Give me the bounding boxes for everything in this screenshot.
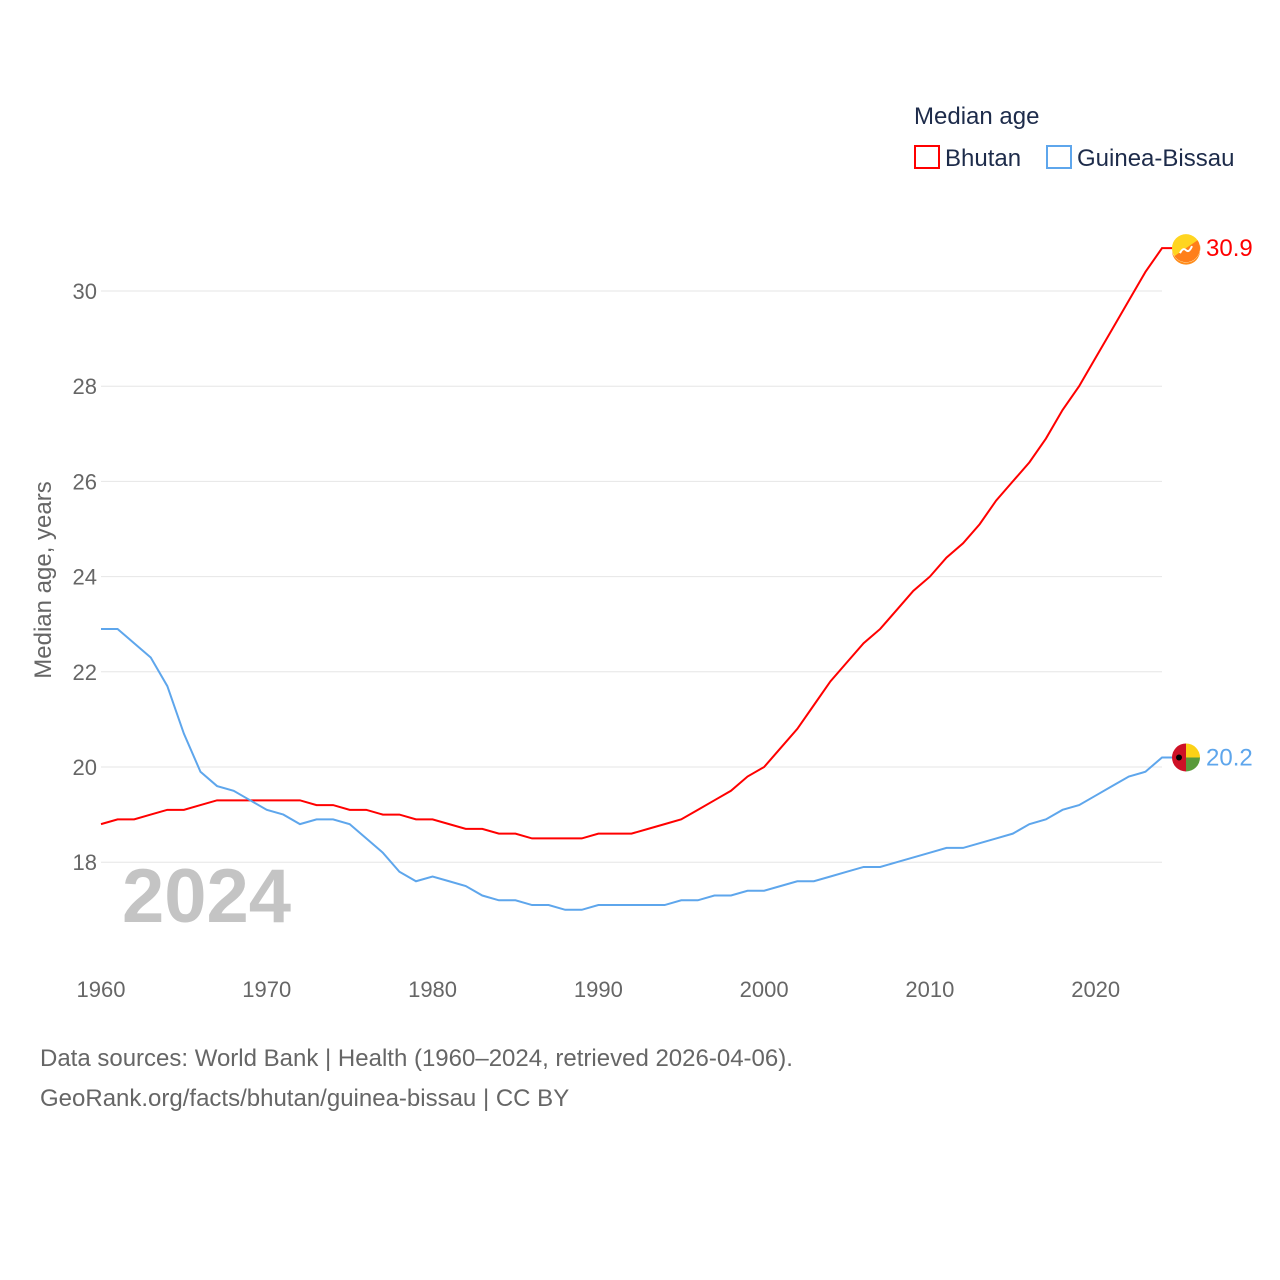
series-line-bhutan bbox=[100, 247, 1178, 840]
bhutan-flag-icon bbox=[1172, 234, 1201, 265]
y-tick-label: 22 bbox=[73, 660, 97, 685]
x-tick-label: 1980 bbox=[408, 977, 457, 1002]
year-watermark: 2024 bbox=[122, 854, 291, 939]
y-tick-label: 24 bbox=[73, 565, 97, 590]
x-tick-label: 1970 bbox=[242, 977, 291, 1002]
data-source-text: Data sources: World Bank | Health (1960–… bbox=[40, 1045, 793, 1072]
series-lines: 30.9 20.2 bbox=[100, 234, 1253, 911]
x-tick-label: 2000 bbox=[740, 977, 789, 1002]
grid bbox=[101, 290, 1162, 863]
legend-label-guinea-bissau[interactable]: Guinea-Bissau bbox=[1077, 145, 1234, 172]
attribution-link[interactable]: GeoRank.org/facts/bhutan/guinea-bissau |… bbox=[40, 1085, 570, 1112]
y-tick-label: 28 bbox=[73, 374, 97, 399]
y-tick-label: 26 bbox=[73, 469, 97, 494]
x-tick-label: 1960 bbox=[77, 977, 126, 1002]
y-tick-label: 20 bbox=[73, 755, 97, 780]
legend-swatch-guinea-bissau bbox=[1046, 145, 1072, 169]
x-tick-label: 2020 bbox=[1071, 977, 1120, 1002]
legend-title: Median age bbox=[914, 103, 1039, 130]
x-tick-label: 1990 bbox=[574, 977, 623, 1002]
y-tick-label: 18 bbox=[73, 850, 97, 875]
end-value-label: 20.2 bbox=[1206, 744, 1253, 771]
guinea-bissau-flag-icon bbox=[1172, 743, 1200, 772]
x-tick-label: 2010 bbox=[905, 977, 954, 1002]
legend-swatch-bhutan bbox=[914, 145, 940, 169]
legend-label-bhutan[interactable]: Bhutan bbox=[945, 145, 1021, 172]
y-axis: 18 20 22 24 26 28 30 bbox=[73, 279, 97, 875]
y-axis-label: Median age, years bbox=[30, 481, 57, 678]
end-value-label: 30.9 bbox=[1206, 235, 1253, 262]
y-tick-label: 30 bbox=[73, 279, 97, 304]
x-axis: 1960 1970 1980 1990 2000 2010 2020 bbox=[77, 977, 1121, 1002]
legend: Median age Bhutan Guinea-Bissau bbox=[914, 103, 1234, 172]
series-line-guinea-bissau bbox=[101, 627, 1178, 911]
